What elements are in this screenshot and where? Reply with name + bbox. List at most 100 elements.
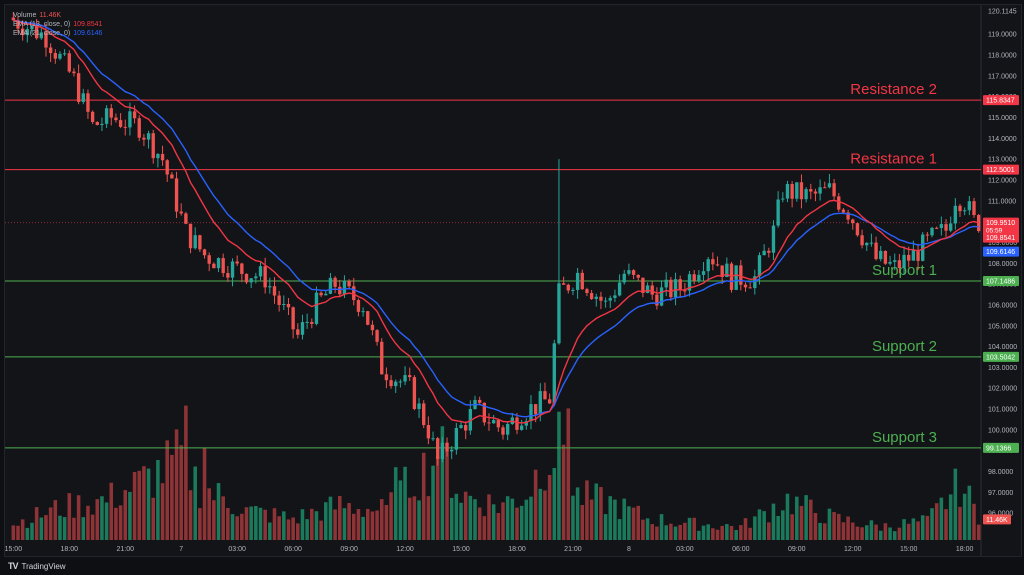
volume-bar: [286, 519, 291, 540]
volume-bar: [557, 411, 561, 540]
candle-body: [566, 284, 570, 291]
candle-body: [631, 270, 636, 275]
volume-bar: [324, 502, 328, 540]
volume-bar: [160, 483, 165, 540]
volume-bar: [944, 509, 948, 540]
candle-body: [533, 404, 538, 415]
volume-bar: [249, 506, 253, 540]
candle-body: [44, 32, 48, 48]
volume-bar: [132, 471, 137, 540]
volume-bar: [860, 527, 864, 540]
candle-body: [72, 71, 76, 74]
candle-body: [589, 293, 594, 299]
volume-bar: [631, 507, 636, 540]
candle-body: [743, 284, 748, 288]
volume-bar: [95, 499, 100, 540]
volume-bar: [571, 495, 575, 540]
candle-body: [417, 403, 421, 409]
volume-bar: [543, 490, 547, 540]
candle-body: [515, 417, 519, 430]
volume-bar: [659, 514, 664, 540]
candle-body: [249, 278, 253, 283]
candle-body: [356, 300, 361, 312]
candle-body: [324, 293, 328, 296]
volume-bar: [198, 508, 202, 540]
volume-bar: [34, 507, 39, 540]
price-tick-label: 96.0000: [988, 511, 1013, 518]
volume-bar: [739, 525, 743, 540]
volume-bar: [673, 526, 678, 540]
volume-bar: [114, 507, 118, 540]
level-price-badge: [983, 164, 1019, 175]
chart-panel[interactable]: Volume 11.46K EMA (13, close, 0) 109.8541 …: [4, 4, 1022, 557]
candlestick-chart[interactable]: 120.1145119.0000118.0000117.0000116.0000…: [5, 5, 1021, 556]
volume-bar: [440, 426, 445, 540]
volume-bar: [524, 499, 529, 540]
legend-ema13-value: 109.8541: [73, 21, 103, 28]
candle-body: [81, 93, 85, 102]
candle-body: [501, 427, 505, 435]
candle-body: [487, 422, 491, 424]
volume-bar: [207, 488, 211, 540]
price-tick-label: 118.0000: [988, 53, 1017, 60]
volume-bar: [799, 505, 804, 540]
candle-body: [86, 93, 90, 112]
legend-ema21[interactable]: EMA (21, close, 0) 109.6146: [13, 29, 102, 38]
volume-bar: [864, 525, 869, 540]
candle-body: [715, 264, 720, 266]
candle-body: [25, 29, 30, 36]
candle-body: [62, 53, 67, 55]
volume-bar: [552, 468, 557, 540]
volume-bar: [244, 507, 249, 540]
candle-body: [160, 153, 165, 161]
volume-bar: [930, 508, 934, 540]
time-tick-label: 03:00: [228, 546, 246, 553]
candle-body: [790, 184, 794, 199]
candle-body: [860, 235, 864, 246]
volume-bar: [785, 493, 790, 540]
volume-bar: [850, 522, 855, 540]
volume-bar: [342, 508, 347, 540]
candle-body: [538, 391, 542, 415]
candle-body: [594, 296, 598, 299]
volume-bar: [463, 491, 468, 540]
volume-bar: [351, 513, 356, 540]
candle-body: [678, 279, 682, 291]
candle-body: [454, 427, 459, 450]
candle-body: [398, 381, 403, 383]
candle-body: [352, 286, 356, 301]
candle-body: [170, 174, 174, 179]
candle-body: [561, 283, 566, 285]
volume-bar: [599, 487, 603, 540]
candle-body: [491, 420, 496, 424]
volume-bar: [902, 519, 906, 540]
candle-body: [468, 408, 473, 431]
candle-body: [53, 53, 57, 59]
candle-body: [314, 292, 319, 324]
price-badge-text: 109.6146: [986, 249, 1015, 256]
price-badge-text: 109.8541: [986, 235, 1015, 242]
volume-bar: [30, 522, 34, 540]
candle-body: [16, 20, 20, 29]
candle-body: [650, 285, 654, 295]
volume-bar: [547, 474, 552, 540]
volume-bar: [487, 494, 491, 540]
tradingview-logo-icon: TV: [8, 561, 18, 571]
tradingview-logo[interactable]: TV TradingView: [8, 561, 66, 571]
candle-body: [76, 73, 81, 102]
volume-bar: [431, 465, 435, 540]
candle-body: [776, 199, 780, 226]
candle-body: [622, 273, 626, 283]
time-tick-label: 8: [627, 546, 631, 553]
candle-body: [855, 223, 860, 236]
legend-volume[interactable]: Volume 11.46K: [13, 11, 102, 20]
volume-bar: [156, 459, 160, 540]
candle-body: [300, 322, 305, 335]
volume-bar: [585, 480, 589, 540]
volume-bar: [268, 522, 272, 540]
candle-body: [333, 277, 337, 287]
candle-body: [944, 224, 948, 231]
legend-ema13[interactable]: EMA (13, close, 0) 109.8541: [13, 20, 102, 29]
candle-body: [967, 201, 972, 211]
price-tick-label: 103.0000: [988, 365, 1017, 372]
